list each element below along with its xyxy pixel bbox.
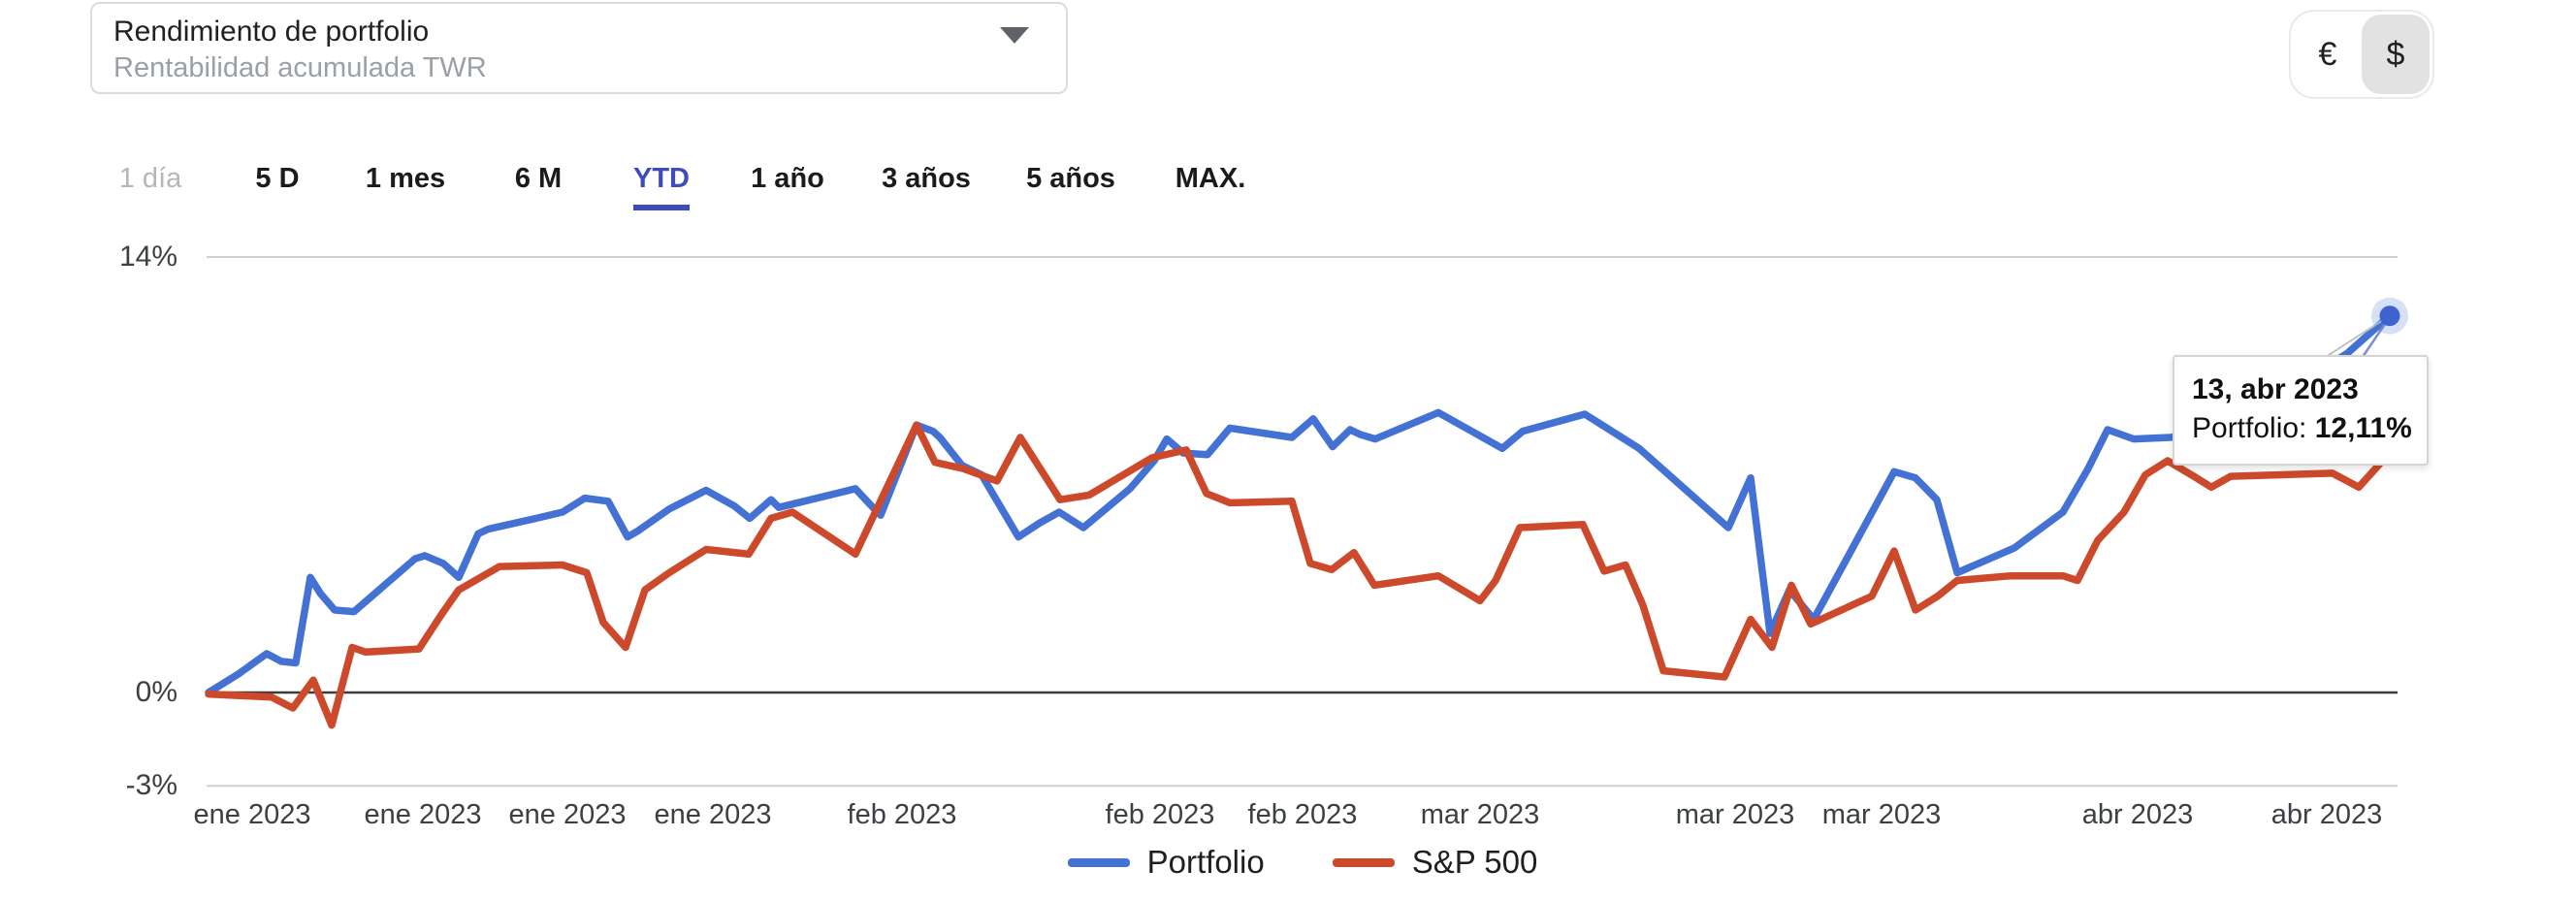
metric-subtitle: Rentabilidad acumulada TWR xyxy=(113,52,487,83)
legend-label: Portfolio xyxy=(1146,844,1265,880)
tooltip-callout-line xyxy=(2361,321,2388,358)
x-tick-label: ene 2023 xyxy=(654,799,772,830)
x-tick-label: ene 2023 xyxy=(364,799,482,830)
currency-option-eur[interactable]: € xyxy=(2318,35,2337,73)
legend-item-portfolio: Portfolio xyxy=(1067,844,1265,881)
x-tick-label: feb 2023 xyxy=(1105,799,1215,830)
x-tick-label: ene 2023 xyxy=(508,799,627,830)
x-tick-label: mar 2023 xyxy=(1821,799,1942,830)
legend-item-s-p-500: S&P 500 xyxy=(1332,844,1538,881)
tab-5-años[interactable]: 5 años xyxy=(1026,163,1115,194)
tab-ytd[interactable]: YTD xyxy=(633,163,690,210)
series-line-portfolio[interactable] xyxy=(205,311,2394,696)
x-tick-label: abr 2023 xyxy=(2270,799,2383,830)
currency-toggle[interactable]: € $ xyxy=(2289,10,2434,99)
legend-label: S&P 500 xyxy=(1411,844,1538,880)
chart-tooltip: 13, abr 2023 Portfolio: 12,11% xyxy=(2173,355,2429,466)
x-tick-label: feb 2023 xyxy=(1247,799,1358,830)
tab-6-m[interactable]: 6 M xyxy=(514,163,563,194)
tooltip-value: 12,11% xyxy=(2314,412,2412,444)
tab-1-año[interactable]: 1 año xyxy=(751,163,824,194)
currency-option-usd[interactable]: $ xyxy=(2362,15,2430,94)
y-tick-label: -3% xyxy=(125,769,177,802)
tab-1-mes[interactable]: 1 mes xyxy=(365,163,446,194)
metric-selector[interactable]: Rendimiento de portfolio Rentabilidad ac… xyxy=(90,2,1068,94)
x-tick-label: feb 2023 xyxy=(847,799,957,830)
tooltip-value-row: Portfolio: 12,11% xyxy=(2192,409,2412,448)
chevron-down-icon[interactable] xyxy=(1000,27,1029,44)
tab-1-día: 1 día xyxy=(118,163,182,194)
y-tick-label: 14% xyxy=(118,241,177,274)
tooltip-series-label: Portfolio: xyxy=(2192,412,2315,444)
end-marker-dot[interactable] xyxy=(2379,306,2400,327)
series-line-s-p-500[interactable] xyxy=(205,421,2399,729)
x-tick-label: mar 2023 xyxy=(1675,799,1795,830)
metric-title: Rendimiento de portfolio xyxy=(113,16,430,48)
time-range-tabs: 1 día 5 D 1 mes 6 M YTD 1 año 3 años 5 años MAX. xyxy=(0,163,2576,221)
tab-5-d[interactable]: 5 D xyxy=(255,163,300,194)
tab-3-años[interactable]: 3 años xyxy=(882,163,971,194)
tab-max[interactable]: MAX. xyxy=(1175,163,1246,194)
chart-legend: Portfolio S&P 500 xyxy=(207,832,2399,892)
legend-dash-icon xyxy=(1067,857,1130,867)
tooltip-date: 13, abr 2023 xyxy=(2192,373,2359,405)
tooltip-callout-line xyxy=(2325,319,2383,358)
x-tick-label: abr 2023 xyxy=(2081,799,2194,830)
x-tick-label: mar 2023 xyxy=(1420,799,1540,830)
x-tick-label: ene 2023 xyxy=(193,799,311,830)
y-tick-label: 0% xyxy=(135,676,177,708)
legend-dash-icon xyxy=(1332,857,1395,867)
